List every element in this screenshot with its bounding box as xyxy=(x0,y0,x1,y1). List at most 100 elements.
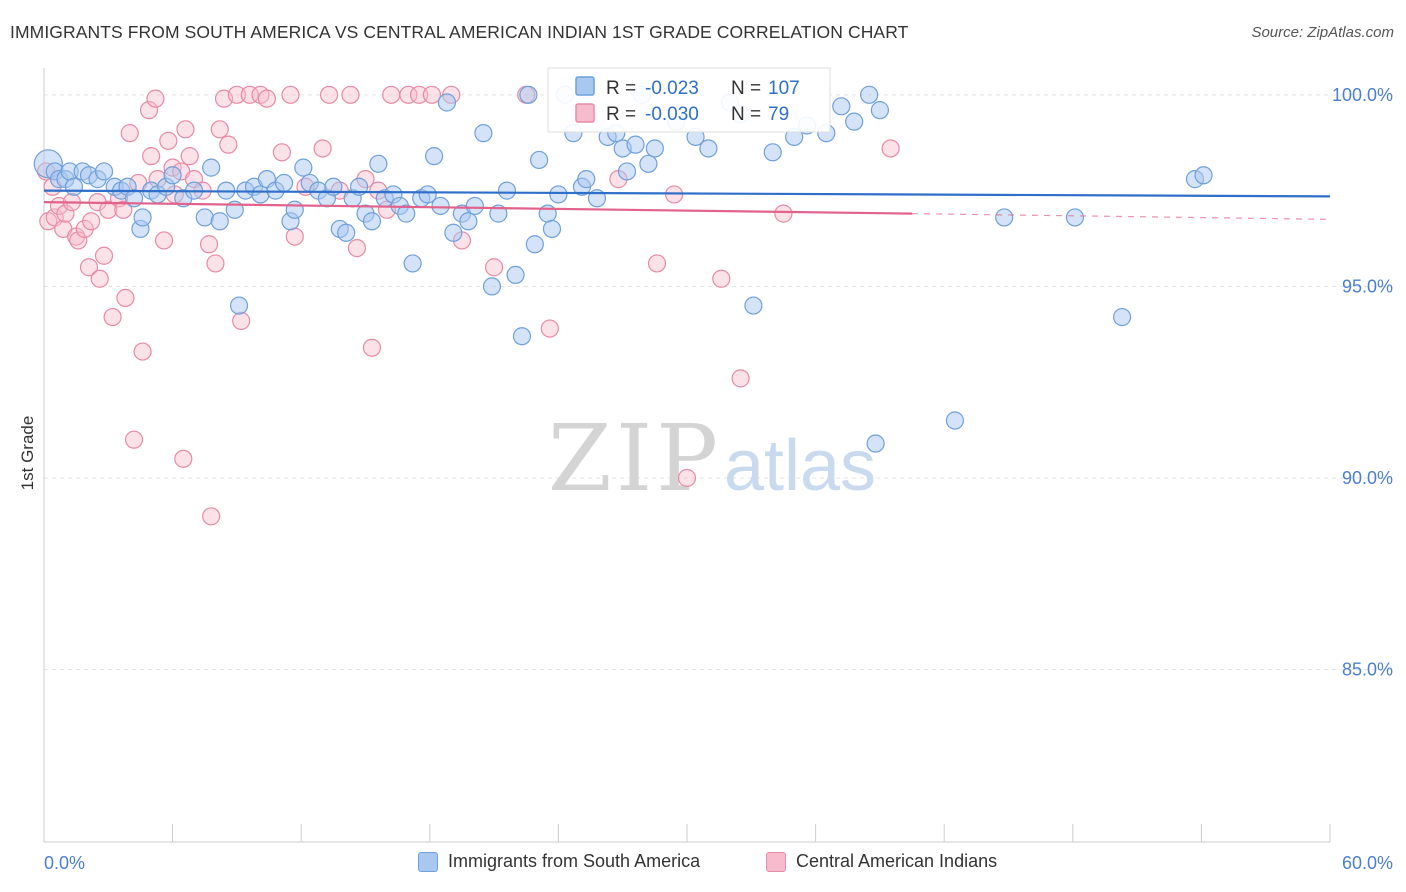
blue-point-61 xyxy=(465,196,484,216)
blue-point-33 xyxy=(274,173,294,193)
blue-point-73 xyxy=(549,185,568,204)
pink-point-29 xyxy=(154,231,174,250)
pink-point-64 xyxy=(399,85,418,104)
blue-point-54 xyxy=(418,185,437,204)
blue-point-47 xyxy=(369,154,388,173)
blue-point-52 xyxy=(403,254,422,273)
blue-point-77 xyxy=(577,170,596,189)
pink-point-6 xyxy=(56,204,75,223)
blue-point-85 xyxy=(639,154,658,173)
watermark-atlas: atlas xyxy=(724,426,876,506)
pink-point-76 xyxy=(712,269,731,288)
blue-point-72 xyxy=(542,219,562,239)
blue-point-46 xyxy=(362,212,382,231)
blue-point-99 xyxy=(860,85,879,104)
blue-point-24 xyxy=(210,212,229,231)
pink-point-58 xyxy=(347,238,367,258)
blue-point-97 xyxy=(832,97,851,116)
pink-point-22 xyxy=(124,430,144,449)
blue-point-35 xyxy=(285,200,304,219)
pink-point-42 xyxy=(210,120,229,139)
trend-line-pink-extension xyxy=(912,213,1331,220)
blue-point-83 xyxy=(626,135,645,154)
bottom-legend-swatch-blue xyxy=(418,851,438,872)
pink-point-26 xyxy=(142,147,161,166)
bottom-legend-label-central-american-indians: Central American Indians xyxy=(796,851,998,871)
blue-point-67 xyxy=(512,327,532,346)
blue-point-36 xyxy=(294,158,313,177)
pink-point-65 xyxy=(409,85,429,104)
blue-point-70 xyxy=(530,150,549,170)
blue-point-23 xyxy=(202,158,221,177)
watermark-zip: ZIP xyxy=(548,405,722,512)
pink-point-44 xyxy=(219,135,238,154)
pink-point-25 xyxy=(139,101,159,120)
blue-point-65 xyxy=(497,181,517,200)
pink-point-11 xyxy=(79,258,99,277)
blue-point-66 xyxy=(506,265,525,285)
legend-n-label-pink: N = xyxy=(731,104,766,125)
pink-point-49 xyxy=(257,89,277,108)
bottom-legend: Immigrants from South America Central Am… xyxy=(0,851,1406,877)
pink-point-63 xyxy=(382,85,401,104)
legend-swatch-pink xyxy=(575,103,595,123)
y-axis-label: 1st Grade xyxy=(18,416,37,491)
blue-point-102 xyxy=(945,411,965,430)
bottom-legend-label-south-america: Immigrants from South America xyxy=(448,851,701,871)
pink-point-24 xyxy=(133,342,152,361)
blue-point-63 xyxy=(482,277,502,296)
pink-point-45 xyxy=(227,85,246,104)
legend-r-label-pink: R = xyxy=(606,104,641,125)
pink-point-47 xyxy=(240,85,259,104)
y-tick-label-1: 95.0% xyxy=(1342,276,1393,296)
pink-point-27 xyxy=(146,89,165,108)
pink-point-66 xyxy=(422,85,442,104)
blue-point-86 xyxy=(645,139,664,158)
legend-r-label-blue: R = xyxy=(606,78,641,99)
blue-point-57 xyxy=(437,93,457,112)
blue-point-15 xyxy=(133,208,152,227)
blue-point-9 xyxy=(94,162,114,181)
pink-point-50 xyxy=(272,143,292,162)
trend-line-pink xyxy=(43,201,913,215)
pink-point-69 xyxy=(485,258,504,277)
y-tick-label-3: 85.0% xyxy=(1342,660,1393,680)
pink-point-36 xyxy=(180,147,199,166)
blue-point-27 xyxy=(229,296,249,315)
pink-point-60 xyxy=(362,338,382,357)
pink-point-54 xyxy=(313,139,332,158)
blue-point-89 xyxy=(699,139,718,158)
blue-point-100 xyxy=(870,101,890,120)
legend-n-label-blue: N = xyxy=(731,78,766,99)
x-tick-label-min: 0.0% xyxy=(44,853,85,873)
legend-swatch-blue xyxy=(575,76,595,96)
legend-n-value-blue: 107 xyxy=(768,78,800,99)
y-tick-labels: 100.0% 95.0% 90.0% 85.0% xyxy=(1332,85,1393,680)
blue-point-5 xyxy=(64,177,84,196)
pink-point-20 xyxy=(116,288,135,308)
pink-point-21 xyxy=(120,124,139,143)
pink-point-30 xyxy=(159,131,178,150)
legend-n-value-pink: 79 xyxy=(768,104,789,125)
blue-point-98 xyxy=(845,112,864,131)
blue-point-68 xyxy=(519,85,538,104)
blue-point-69 xyxy=(525,235,544,254)
pink-point-71 xyxy=(540,319,559,338)
blue-point-82 xyxy=(617,162,637,181)
pink-point-41 xyxy=(206,254,225,273)
bottom-legend-item-south-america: Immigrants from South America xyxy=(418,851,700,872)
source-label: Source: ZipAtlas.com xyxy=(1251,24,1394,41)
chart-title: IMMIGRANTS FROM SOUTH AMERICA VS CENTRAL… xyxy=(10,22,909,42)
blue-point-104 xyxy=(1065,208,1085,227)
blue-point-105 xyxy=(1112,307,1132,327)
blue-point-62 xyxy=(474,124,493,143)
blue-point-22 xyxy=(195,208,214,227)
blue-point-92 xyxy=(744,296,763,315)
legend-background xyxy=(547,67,831,133)
blue-point-55 xyxy=(424,147,444,166)
pink-point-34 xyxy=(174,449,193,468)
pink-point-78 xyxy=(774,204,793,223)
bottom-legend-item-central-american-indians: Central American Indians xyxy=(766,851,997,872)
pink-point-55 xyxy=(319,85,339,104)
